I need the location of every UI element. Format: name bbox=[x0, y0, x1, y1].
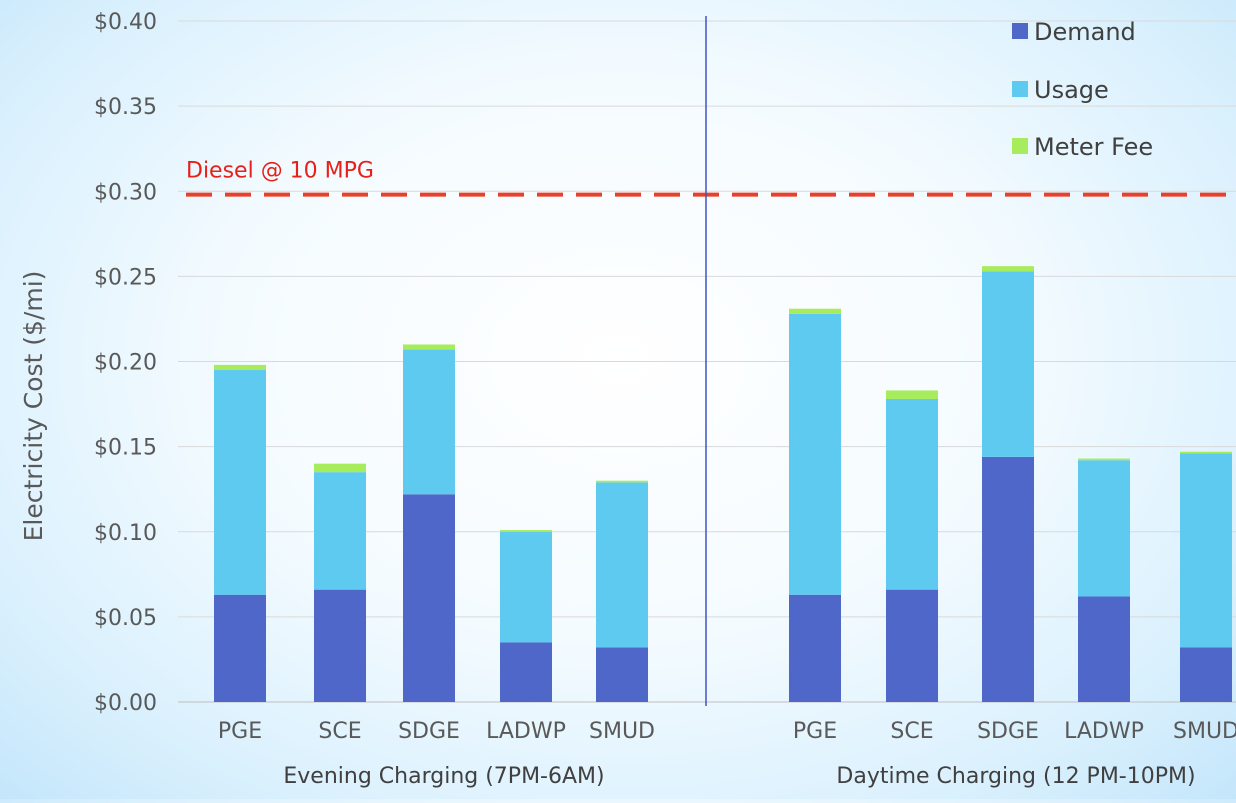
x-tick-label: PGE bbox=[218, 719, 262, 744]
bar-demand bbox=[982, 456, 1034, 702]
bar-usage bbox=[789, 313, 841, 595]
bar-meter-fee bbox=[596, 480, 648, 483]
legend-swatch bbox=[1012, 23, 1028, 39]
bar-meter-fee bbox=[500, 530, 552, 532]
bar-demand bbox=[1180, 647, 1232, 702]
group-labels: Evening Charging (7PM-6AM) Daytime Chargi… bbox=[283, 764, 1195, 789]
x-tick-label: SMUD bbox=[1173, 719, 1236, 744]
legend-swatch bbox=[1012, 81, 1028, 97]
legend: Demand Usage Meter Fee bbox=[1012, 18, 1153, 161]
bar-meter-fee bbox=[314, 463, 366, 473]
bar-demand bbox=[1078, 596, 1130, 702]
legend-label: Usage bbox=[1034, 76, 1109, 104]
bar-meter-fee bbox=[1180, 451, 1232, 454]
bar-meter-fee bbox=[982, 266, 1034, 272]
y-tick-label: $0.00 bbox=[94, 691, 157, 716]
x-tick-label: PGE bbox=[793, 719, 837, 744]
group-label: Evening Charging (7PM-6AM) bbox=[283, 764, 604, 789]
x-tick-label: SCE bbox=[890, 719, 933, 744]
x-tick-label: LADWP bbox=[486, 719, 566, 744]
bar-meter-fee bbox=[214, 364, 266, 371]
bar-usage bbox=[214, 370, 266, 595]
y-tick-label: $0.15 bbox=[94, 436, 157, 461]
x-tick-label: SDGE bbox=[977, 719, 1039, 744]
y-tick-label: $0.40 bbox=[94, 10, 157, 35]
bar-usage bbox=[1180, 453, 1232, 648]
bar-usage bbox=[314, 472, 366, 590]
bar-usage bbox=[1078, 460, 1130, 597]
bar-demand bbox=[314, 589, 366, 702]
bar-meter-fee bbox=[789, 308, 841, 314]
x-tick-label: SDGE bbox=[398, 719, 460, 744]
reference-line-group: Diesel @ 10 MPG bbox=[186, 159, 1236, 197]
y-axis-label: Electricity Cost ($/mi) bbox=[19, 271, 48, 542]
x-tick-label: SCE bbox=[318, 719, 361, 744]
bar-demand bbox=[403, 494, 455, 702]
bar-demand bbox=[789, 594, 841, 702]
x-tick-label: LADWP bbox=[1064, 719, 1144, 744]
y-tick-label: $0.10 bbox=[94, 521, 157, 546]
bar-usage bbox=[596, 482, 648, 648]
y-tick-label: $0.35 bbox=[94, 95, 157, 120]
bar-demand bbox=[500, 642, 552, 702]
y-tick-label: $0.30 bbox=[94, 180, 157, 205]
y-tick-label: $0.25 bbox=[94, 265, 157, 290]
bar-usage bbox=[886, 398, 938, 590]
y-tick-label: $0.05 bbox=[94, 606, 157, 631]
bar-demand bbox=[596, 647, 648, 702]
y-tick-label: $0.20 bbox=[94, 351, 157, 376]
bar-meter-fee bbox=[403, 344, 455, 350]
group-label: Daytime Charging (12 PM-10PM) bbox=[836, 764, 1195, 789]
reference-line-label: Diesel @ 10 MPG bbox=[186, 159, 374, 184]
legend-swatch bbox=[1012, 138, 1028, 154]
x-axis-ticks: PGE SCE SDGE LADWP SMUD PGE SCE SDGE LADWP SMUD bbox=[218, 719, 1236, 744]
legend-label: Demand bbox=[1034, 18, 1136, 46]
bar-usage bbox=[403, 349, 455, 495]
bar-usage bbox=[982, 271, 1034, 457]
legend-label: Meter Fee bbox=[1034, 133, 1153, 161]
bar-usage bbox=[500, 531, 552, 643]
bar-demand bbox=[886, 589, 938, 702]
y-axis-ticks: $0.00 $0.05 $0.10 $0.15 $0.20 $0.25 $0.30 $0.35… bbox=[94, 10, 157, 716]
bars bbox=[214, 266, 1232, 702]
bar-demand bbox=[214, 594, 266, 702]
x-tick-label: SMUD bbox=[589, 719, 655, 744]
bar-meter-fee bbox=[886, 390, 938, 399]
bar-meter-fee bbox=[1078, 458, 1130, 461]
